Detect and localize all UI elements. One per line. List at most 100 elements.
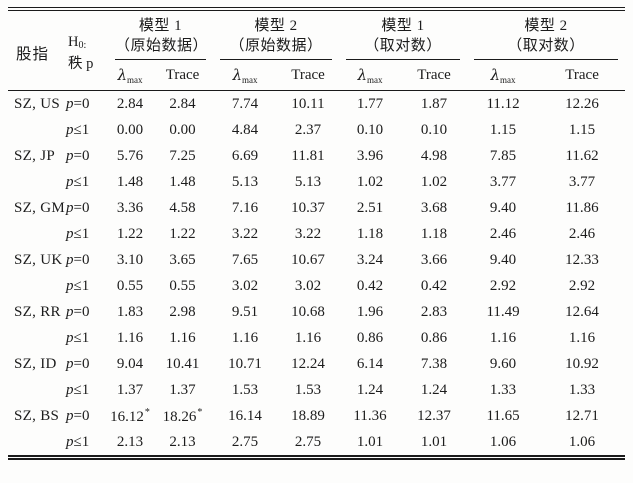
statistic-value-cell: 1.02 <box>356 173 384 190</box>
statistic-value-cell: 4.84 <box>231 121 259 138</box>
table-row: SZ, ID p=0 9.04 10.41 10.71 12.24 6.14 7.38 9.60… <box>8 351 625 377</box>
header-null-hypothesis: H0: 秩 p <box>64 9 108 91</box>
statistic-value-cell: 9.40 <box>489 199 517 216</box>
statistic-value-cell: 3.66 <box>420 251 448 268</box>
statistic-value-cell: 0.55 <box>169 277 196 294</box>
statistic-value-cell: 5.76 <box>116 147 144 164</box>
header-group-model1-log: 模型 1 （取对数） <box>339 9 467 60</box>
stock-index-cell: SZ, UK <box>14 251 63 268</box>
table-row: p≤1 2.13 2.13 2.75 2.75 1.01 1.01 1.06 1.06 <box>8 429 625 458</box>
statistic-value-cell: 1.06 <box>568 433 596 450</box>
statistic-value-cell: 7.25 <box>169 147 196 164</box>
statistic-value-cell: 9.04 <box>116 355 144 372</box>
stock-index-cell: SZ, US <box>14 95 60 112</box>
statistic-value-cell: 9.51 <box>231 303 259 320</box>
statistic-value-cell: 1.33 <box>568 381 596 398</box>
statistic-value-cell: 11.81 <box>291 147 325 164</box>
stock-index-cell <box>8 117 64 143</box>
table-row: SZ, US p=0 2.84 2.84 7.74 10.11 1.77 1.87 11.12 1… <box>8 91 625 118</box>
statistic-value-cell: 10.41 <box>165 355 200 372</box>
table-body: SZ, US p=0 2.84 2.84 7.74 10.11 1.77 1.87 11.12 1… <box>8 91 625 458</box>
statistic-value-cell: 1.22 <box>116 225 144 242</box>
statistic-value-cell: 6.14 <box>356 355 384 372</box>
group-header-row: 股指 H0: 秩 p 模型 1 （原始数据） 模型 2 （原始数据） <box>8 9 625 91</box>
statistic-value-cell: 11.86 <box>565 199 599 216</box>
statistic-value-cell: 0.00 <box>169 121 196 138</box>
statistic-value-cell: 3.68 <box>420 199 448 216</box>
statistic-value-cell: 2.92 <box>568 277 596 294</box>
statistic-value-cell: 10.68 <box>291 303 325 320</box>
rank-hypothesis-cell: p=0 <box>66 407 90 424</box>
statistic-value-cell: 2.84 <box>116 95 144 112</box>
stock-index-cell: SZ, BS <box>14 407 60 424</box>
group-title-line2: （原始数据） <box>229 38 323 54</box>
group-title: 模型 1 （取对数） <box>346 16 461 60</box>
header-group-model2-log: 模型 2 （取对数） <box>467 9 625 60</box>
stock-index-cell <box>8 377 64 403</box>
significance-star: * <box>144 406 150 418</box>
statistic-value-cell: 3.77 <box>568 173 596 190</box>
statistic-value-cell: 2.84 <box>169 95 196 112</box>
rank-hypothesis-cell: p=0 <box>66 303 90 320</box>
statistic-value-cell: 1.15 <box>568 121 596 138</box>
statistic-value-cell: 10.11 <box>291 95 325 112</box>
stock-index-cell <box>8 325 64 351</box>
group-title-line1: 模型 2 <box>524 18 568 34</box>
subheader-lambda-max: λmax <box>213 60 278 91</box>
statistic-value-cell: 11.12 <box>486 95 520 112</box>
statistic-value-cell: 11.49 <box>486 303 520 320</box>
statistic-value-cell: 7.16 <box>231 199 259 216</box>
significance-star: * <box>197 406 203 418</box>
statistic-value-cell: 12.26 <box>565 95 599 112</box>
statistic-value-cell: 1.37 <box>169 381 196 398</box>
statistic-value-cell: 1.24 <box>356 381 384 398</box>
stock-index-cell: SZ, GM <box>14 199 65 216</box>
rank-hypothesis-cell: p≤1 <box>66 277 90 294</box>
statistic-value-cell: 2.13 <box>169 433 196 450</box>
statistic-value-cell: 1.06 <box>489 433 517 450</box>
statistic-value-cell: 0.00 <box>116 121 144 138</box>
stock-index-cell <box>8 169 64 195</box>
subheader-trace: Trace <box>539 60 626 91</box>
statistic-value-cell: 3.22 <box>294 225 322 242</box>
statistic-value-cell: 1.53 <box>231 381 259 398</box>
statistic-value-cell: 1.18 <box>356 225 384 242</box>
rank-hypothesis-cell: p≤1 <box>66 329 90 346</box>
rank-hypothesis-cell: p≤1 <box>66 225 90 242</box>
statistic-value-cell: 3.02 <box>294 277 322 294</box>
statistic-value-cell: 3.36 <box>116 199 144 216</box>
statistic-value-cell: 4.58 <box>169 199 196 216</box>
statistic-value-cell: 1.15 <box>489 121 517 138</box>
statistic-value-cell: 3.02 <box>231 277 259 294</box>
cointegration-test-table: 股指 H0: 秩 p 模型 1 （原始数据） 模型 2 （原始数据） <box>8 7 626 460</box>
rank-hypothesis-cell: p≤1 <box>66 381 90 398</box>
statistic-value-cell: 1.96 <box>356 303 384 320</box>
statistic-value-cell: 7.38 <box>420 355 448 372</box>
statistic-value-cell: 1.53 <box>294 381 322 398</box>
table-row: SZ, UK p=0 3.10 3.65 7.65 10.67 3.24 3.66 9.40 12… <box>8 247 625 273</box>
group-title-line2: （原始数据） <box>115 38 209 54</box>
statistic-value-cell: 11.36 <box>353 407 387 424</box>
statistic-value-cell: 7.85 <box>489 147 517 164</box>
rank-hypothesis-cell: p≤1 <box>66 433 90 450</box>
statistic-value-cell: 5.13 <box>231 173 259 190</box>
group-title-line1: 模型 1 <box>381 18 425 34</box>
statistic-value-cell: 1.16 <box>568 329 596 346</box>
statistic-value-cell: 7.65 <box>231 251 259 268</box>
statistic-value-cell: 1.16 <box>116 329 144 346</box>
statistic-value-cell: 5.13 <box>294 173 322 190</box>
statistic-value-cell: 3.96 <box>356 147 384 164</box>
table-row: SZ, BS p=0 16.12* 18.26* 16.14 18.89 11.36 12.3… <box>8 403 625 429</box>
group-title-line1: 模型 1 <box>138 18 183 34</box>
header-group-model1-raw: 模型 1 （原始数据） <box>108 9 213 60</box>
rank-hypothesis-cell: p=0 <box>66 355 90 372</box>
statistic-value-cell: 10.71 <box>228 355 262 372</box>
rank-hypothesis-cell: p≤1 <box>66 121 90 138</box>
statistic-value-cell: 2.83 <box>420 303 448 320</box>
statistic-value-cell: 16.12* <box>110 406 150 425</box>
group-title-line2: （取对数） <box>507 38 585 54</box>
rank-p-line: 秩 p <box>68 55 94 72</box>
rank-hypothesis-cell: p=0 <box>66 199 90 216</box>
statistic-value-cell: 2.75 <box>231 433 259 450</box>
statistic-value-cell: 0.55 <box>116 277 144 294</box>
